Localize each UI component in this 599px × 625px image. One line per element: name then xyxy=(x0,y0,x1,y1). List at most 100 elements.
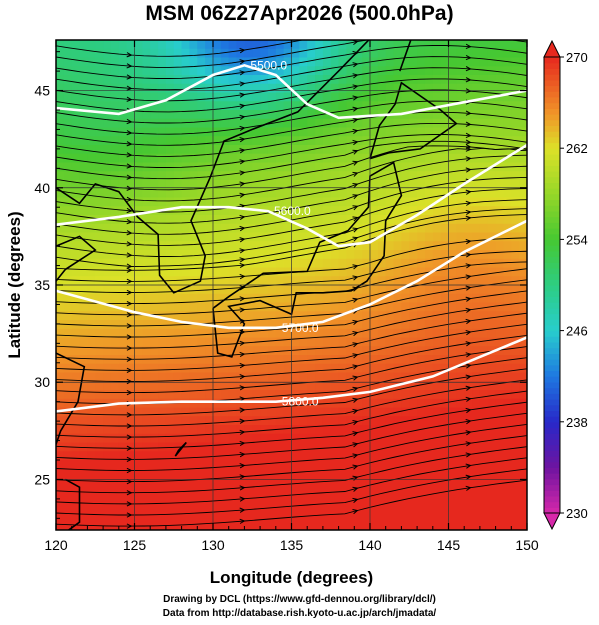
field-cell xyxy=(173,171,183,181)
colorbar-band xyxy=(544,347,560,354)
field-cell xyxy=(56,285,65,295)
field-cell xyxy=(79,66,88,76)
streamline-arrow xyxy=(239,125,246,132)
field-cell xyxy=(173,337,183,347)
field-cell xyxy=(448,136,457,146)
field-cell xyxy=(519,153,527,164)
field-cell xyxy=(370,320,379,330)
streamline-arrow xyxy=(239,237,246,243)
field-cell xyxy=(432,407,442,417)
streamline-arrow xyxy=(239,451,246,458)
field-cell xyxy=(377,206,387,216)
field-cell xyxy=(456,425,465,435)
field-cell xyxy=(307,171,316,181)
field-cell xyxy=(417,503,426,514)
field-cell xyxy=(440,328,450,339)
field-cell xyxy=(205,512,214,522)
field-cell xyxy=(377,390,387,400)
field-cell xyxy=(519,302,527,312)
field-cell xyxy=(409,215,418,225)
field-cell xyxy=(275,337,285,347)
field-cell xyxy=(519,285,527,295)
field-cell xyxy=(283,145,293,155)
field-cell xyxy=(338,302,348,312)
field-cell xyxy=(503,328,512,339)
field-cell xyxy=(503,372,512,382)
field-cell xyxy=(322,232,332,242)
field-cell xyxy=(158,512,167,522)
field-cell xyxy=(142,223,151,234)
field-cell xyxy=(63,512,73,522)
field-cell xyxy=(307,83,316,94)
field-cell xyxy=(236,110,245,120)
field-cell xyxy=(150,363,159,374)
field-cell xyxy=(56,390,65,400)
field-cell xyxy=(134,180,143,190)
field-cell xyxy=(362,355,371,365)
field-cell xyxy=(401,276,410,286)
field-cell xyxy=(236,320,245,330)
field-cell xyxy=(440,363,450,374)
field-cell xyxy=(197,57,206,67)
field-cell xyxy=(56,92,65,102)
field-cell xyxy=(103,381,112,391)
field-cell xyxy=(142,118,151,129)
streamline-arrow xyxy=(352,128,359,134)
field-cell xyxy=(95,503,104,514)
field-cell xyxy=(95,425,104,435)
field-cell xyxy=(291,127,300,137)
field-cell xyxy=(134,293,143,304)
field-cell xyxy=(432,276,442,286)
field-cell xyxy=(385,416,395,426)
streamline-arrow xyxy=(126,241,133,247)
field-cell xyxy=(173,495,183,505)
streamline-arrow xyxy=(239,148,246,154)
field-cell xyxy=(244,363,253,374)
field-cell xyxy=(315,145,324,155)
field-cell xyxy=(267,442,277,452)
field-cell xyxy=(401,162,410,172)
streamline-arrow xyxy=(126,323,133,329)
field-cell xyxy=(362,486,371,496)
field-cell xyxy=(472,162,481,172)
field-cell xyxy=(424,328,434,339)
field-cell xyxy=(197,346,206,356)
field-cell xyxy=(283,258,293,269)
field-cell xyxy=(346,293,355,304)
field-cell xyxy=(417,48,426,59)
field-cell xyxy=(220,337,230,347)
field-cell xyxy=(236,206,245,216)
field-cell xyxy=(71,110,81,120)
field-cell xyxy=(283,40,293,50)
field-cell xyxy=(142,425,151,435)
field-cell xyxy=(181,293,191,304)
field-cell xyxy=(252,250,261,260)
field-cell xyxy=(134,223,143,234)
field-cell xyxy=(487,495,497,505)
field-cell xyxy=(142,267,151,277)
field-cell xyxy=(56,241,65,251)
colorbar-band xyxy=(544,222,560,229)
field-cell xyxy=(267,276,277,286)
field-cell xyxy=(338,136,348,146)
field-cell xyxy=(511,267,520,277)
field-cell xyxy=(495,425,505,435)
field-cell xyxy=(220,416,230,426)
field-cell xyxy=(205,355,214,365)
field-cell xyxy=(503,241,512,251)
field-cell xyxy=(87,232,96,242)
field-cell xyxy=(346,355,355,365)
field-cell xyxy=(189,407,198,417)
field-cell xyxy=(393,346,402,356)
field-cell xyxy=(440,188,450,199)
field-cell xyxy=(95,206,104,216)
field-cell xyxy=(440,346,450,356)
field-cell xyxy=(205,188,214,199)
field-cell xyxy=(456,171,465,181)
field-cell xyxy=(519,171,527,181)
field-cell xyxy=(213,40,222,50)
field-cell xyxy=(244,390,253,400)
field-cell xyxy=(56,416,65,426)
streamline-arrow xyxy=(126,512,133,518)
